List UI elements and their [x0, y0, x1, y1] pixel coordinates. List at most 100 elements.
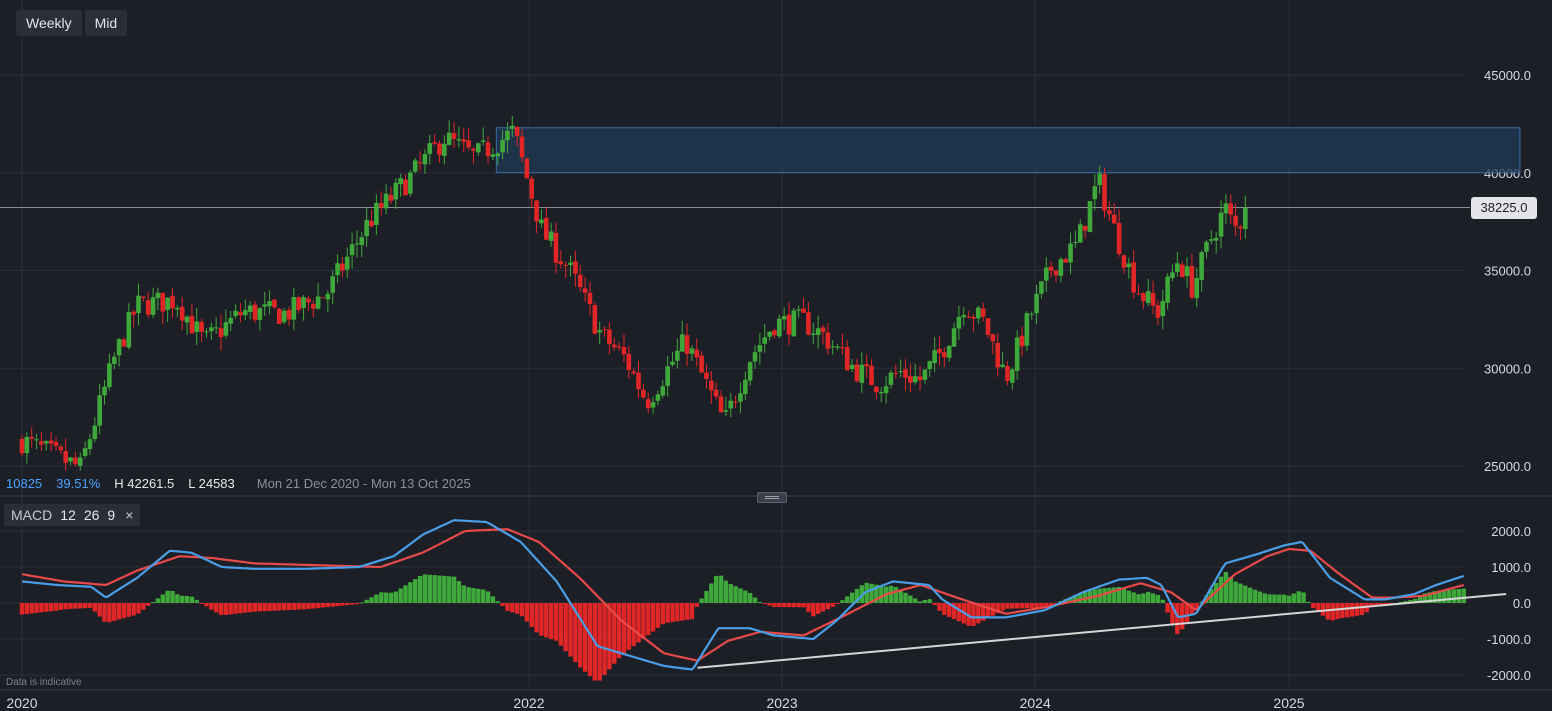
macd-histogram-bar	[985, 603, 991, 619]
candle-bull	[878, 392, 884, 394]
macd-histogram-bar	[806, 603, 811, 612]
candle-bull	[655, 394, 661, 401]
candle-bear	[990, 334, 996, 342]
candle-bear	[602, 328, 607, 330]
candle-bear	[631, 371, 636, 374]
candle-bull	[767, 331, 772, 337]
candle-bear	[286, 310, 292, 320]
macd-legend[interactable]: MACD 12 26 9 ×	[4, 504, 141, 526]
macd-histogram-bar	[29, 603, 34, 614]
macd-histogram-bar	[1456, 588, 1462, 603]
macd-histogram-bar	[112, 603, 117, 621]
candle-bull	[1014, 337, 1020, 371]
macd-histogram-bar	[461, 585, 466, 603]
macd-histogram-bar	[1286, 595, 1292, 603]
candle-bear	[1111, 214, 1117, 224]
macd-histogram-bar	[1112, 587, 1117, 603]
candle-bull	[1058, 259, 1064, 276]
macd-line	[21, 519, 1465, 671]
macd-histogram-bar	[1296, 591, 1301, 603]
candle-bear	[1121, 255, 1127, 268]
candle-bull	[398, 178, 403, 185]
candle-bull	[446, 132, 452, 145]
macd-histogram-bar	[485, 591, 491, 603]
candle-bull	[835, 346, 840, 348]
candle-bear	[893, 372, 899, 374]
macd-histogram-bar	[68, 603, 73, 609]
macd-histogram-bar	[194, 599, 199, 603]
candle-bull	[1043, 267, 1049, 281]
macd-histogram-bar	[913, 598, 918, 603]
macd-histogram-bar	[1102, 588, 1107, 603]
candle-bear	[340, 263, 345, 271]
macd-histogram-bar	[1330, 603, 1335, 621]
stat-change-value: 10825	[6, 476, 43, 491]
macd-histogram-bar	[500, 603, 505, 607]
candle-bull	[1039, 281, 1044, 294]
candle-bull	[490, 154, 496, 157]
macd-histogram-bar	[1126, 590, 1132, 603]
macd-histogram-bar	[107, 603, 112, 623]
macd-histogram-bar	[728, 584, 733, 603]
candle-bull	[738, 393, 743, 402]
candle-bear	[378, 203, 384, 208]
macd-histogram-bar	[146, 603, 151, 606]
macd-tick-label: -2000.0	[1487, 668, 1531, 683]
macd-histogram-bar	[1311, 603, 1316, 609]
candle-bull	[68, 457, 73, 462]
candle-bear	[874, 386, 879, 393]
timeframe-button[interactable]: Weekly	[16, 10, 82, 36]
candle-bear	[573, 261, 578, 274]
macd-histogram-bar	[937, 603, 942, 611]
candle-bull	[257, 308, 263, 320]
candle-bull	[796, 309, 802, 311]
candle-bear	[1233, 215, 1238, 227]
macd-histogram-bar	[879, 585, 884, 603]
macd-histogram-bar	[87, 603, 93, 608]
candle-bear	[587, 292, 593, 305]
candle-bull	[412, 160, 418, 172]
candle-bull	[97, 395, 102, 426]
pane-resize-handle[interactable]	[757, 492, 787, 503]
candle-bear	[238, 312, 243, 316]
candle-bear	[869, 365, 874, 386]
macd-histogram-bar	[845, 596, 850, 603]
candle-bull	[830, 346, 835, 348]
candle-bull	[1097, 173, 1102, 186]
macd-histogram-bar	[1228, 576, 1233, 603]
macd-histogram-bar	[315, 603, 321, 609]
macd-histogram-bar	[97, 603, 102, 617]
macd-histogram-bar	[58, 603, 64, 610]
macd-histogram-bar	[1340, 603, 1345, 619]
candle-bull	[1213, 237, 1219, 241]
macd-histogram-bar	[573, 603, 578, 663]
candle-bear	[29, 436, 35, 439]
candle-bear	[471, 148, 476, 151]
candle-bull	[24, 437, 30, 454]
macd-histogram-bar	[534, 603, 539, 633]
macd-histogram-bar	[888, 585, 894, 603]
macd-histogram-bar	[1413, 598, 1418, 603]
macd-histogram-bar	[311, 603, 316, 609]
macd-histogram-bar	[1354, 603, 1360, 616]
candle-bull	[301, 297, 306, 308]
macd-histogram-bar	[252, 603, 258, 612]
macd-histogram-bar	[398, 588, 403, 603]
macd-histogram-bar	[1000, 603, 1005, 611]
macd-histogram-bar	[437, 575, 442, 603]
macd-histogram-bar	[495, 601, 500, 603]
macd-histogram-bar	[247, 603, 253, 613]
macd-histogram-bar	[63, 603, 68, 610]
candle-bear	[272, 299, 277, 308]
candle-bull	[165, 297, 170, 310]
close-icon[interactable]: ×	[125, 507, 134, 523]
macd-histogram-bar	[165, 590, 170, 603]
macd-histogram-bar	[1243, 585, 1248, 603]
price-type-button[interactable]: Mid	[84, 10, 128, 36]
candle-bull	[364, 219, 369, 237]
candle-bull	[898, 371, 903, 373]
macd-histogram-bar	[228, 603, 233, 615]
candle-bull	[354, 243, 360, 245]
macd-histogram-bar	[641, 603, 646, 639]
